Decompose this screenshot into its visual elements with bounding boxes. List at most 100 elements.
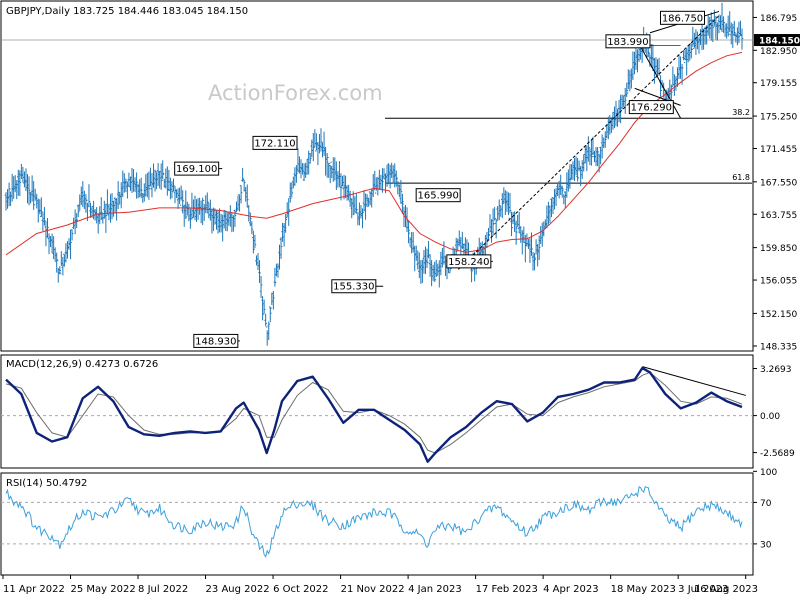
price-bar (167, 169, 171, 192)
price-bar (6, 189, 9, 209)
price-bar (43, 206, 46, 226)
price-bar (630, 68, 633, 89)
price-bar (141, 193, 145, 203)
level-box (331, 279, 377, 294)
price-bar (321, 142, 324, 158)
price-bar (40, 197, 43, 218)
price-bar (186, 201, 189, 218)
price-bar (517, 211, 521, 234)
price-bar (158, 170, 161, 189)
price-bar (631, 51, 635, 81)
price-bar (553, 189, 556, 210)
price-bar (104, 203, 108, 233)
price-bar (459, 236, 463, 256)
x-tick-label: 21 Nov 2022 (341, 584, 405, 595)
price-bar (740, 28, 744, 50)
price-bar (367, 197, 370, 207)
price-bar (547, 201, 550, 225)
price-bar (55, 252, 59, 273)
price-bar (398, 184, 401, 198)
price-bar (184, 190, 188, 219)
price-bar (295, 165, 298, 183)
price-bar (12, 176, 15, 199)
level-label: 148.930 (193, 333, 240, 348)
price-bar (30, 175, 34, 202)
price-bar (585, 145, 589, 172)
price-bar (596, 146, 599, 167)
price-bar (35, 193, 39, 209)
price-bar (46, 218, 49, 238)
price-bar (590, 139, 593, 166)
price-bar (422, 250, 426, 274)
price-bar (550, 198, 553, 218)
level-box (174, 161, 220, 176)
price-bar (504, 190, 507, 216)
price-bar (288, 182, 292, 203)
price-bar (725, 23, 728, 39)
fib-label: 38.2 (732, 108, 750, 117)
level-box (628, 100, 674, 115)
price-bar (691, 26, 695, 50)
price-bar (534, 239, 538, 259)
price-bar (265, 326, 269, 346)
price-bar (264, 313, 267, 327)
price-bar (373, 170, 377, 191)
price-bar (101, 213, 105, 224)
x-tick-label: 4 Jan 2023 (408, 584, 462, 595)
price-bar (382, 168, 386, 180)
price-bar (685, 48, 688, 76)
level-value: 148.930 (195, 336, 236, 347)
price-bar (245, 184, 249, 208)
price-bar (252, 230, 255, 254)
price-bar (242, 179, 246, 192)
price-bar (439, 251, 443, 276)
price-bar (305, 158, 309, 175)
price-bar (353, 196, 357, 215)
price-bar (563, 191, 567, 209)
price-bar (27, 176, 31, 206)
level-box (252, 135, 298, 150)
price-bar (425, 248, 429, 268)
price-bar (112, 200, 115, 217)
price-bar (190, 192, 194, 220)
price-bar (219, 213, 223, 233)
price-bar (559, 174, 562, 196)
price-bar (213, 208, 217, 225)
price-bar (560, 185, 564, 198)
price-bar (436, 263, 440, 276)
price-bar (285, 202, 289, 219)
price-bar (290, 182, 294, 198)
price-bar (493, 207, 496, 224)
price-bar (232, 215, 235, 232)
price-bar (734, 33, 738, 43)
level-box (446, 254, 492, 269)
price-bar (537, 235, 541, 260)
price-bar (284, 213, 287, 233)
price-bar (150, 173, 154, 198)
y-tick-label: 171.455 (760, 145, 797, 155)
price-bar (53, 247, 57, 262)
macd-panel (0, 354, 754, 469)
price-bar (427, 240, 430, 263)
price-bar (378, 169, 381, 190)
price-bar (49, 236, 52, 248)
price-bar (281, 222, 284, 242)
price-bar (322, 131, 326, 156)
price-bar (536, 243, 539, 267)
price-bar (510, 211, 513, 237)
level-value: 172.110 (254, 138, 295, 149)
rsi-title: RSI(14) 50.4792 (6, 478, 87, 489)
price-bar (319, 128, 323, 152)
price-bar (133, 177, 137, 193)
price-bar (201, 197, 204, 226)
price-bar (626, 69, 630, 94)
price-bar (7, 182, 11, 207)
price-bar (668, 79, 672, 99)
y-tick-label: 159.850 (760, 244, 797, 254)
price-bar (594, 147, 598, 167)
price-bar (401, 193, 404, 214)
price-bar (204, 195, 208, 214)
price-bar (438, 260, 441, 288)
